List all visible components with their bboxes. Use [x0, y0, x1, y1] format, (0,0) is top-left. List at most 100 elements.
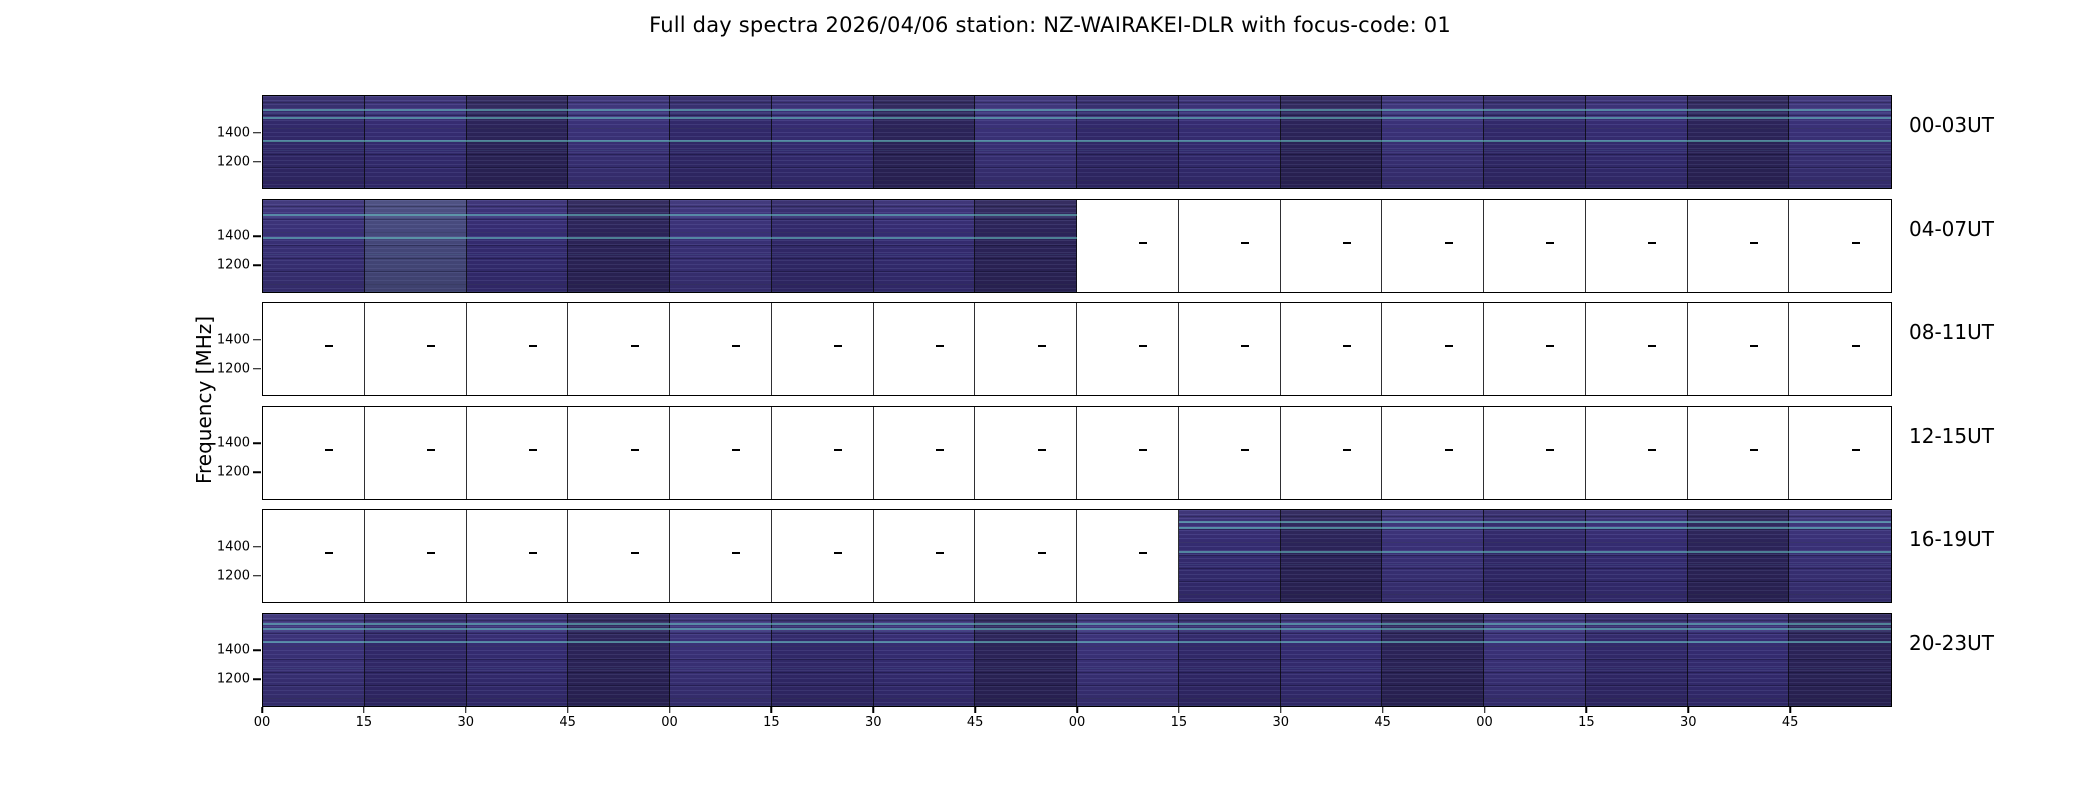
spectrogram-segment: [568, 303, 670, 395]
spectrogram-segment: [1382, 303, 1484, 395]
spectrogram-segment: [1382, 199, 1484, 292]
x-tick-mark: [1585, 706, 1588, 713]
spectrogram-segment: [1484, 510, 1586, 602]
spectrogram-segment: [568, 510, 670, 602]
spectrogram-segment: [1586, 406, 1688, 499]
spectrogram-segment: [771, 199, 874, 292]
x-tick-mark: [1483, 706, 1486, 713]
spectra-panel-20-23ut: 1400 1200 20-23UT: [217, 612, 1994, 707]
spectrogram-segment: [364, 613, 467, 706]
spectrogram-segment: [263, 199, 365, 292]
y-tick-mark: [253, 545, 261, 548]
x-tick-label: 00: [1068, 714, 1086, 730]
spectrogram-segment: [263, 406, 365, 499]
spectrogram-segment: [1179, 406, 1281, 499]
y-tick-label: 1400: [216, 642, 250, 658]
spectrogram-segment: [670, 199, 772, 292]
y-tick-mark: [253, 471, 261, 474]
spectrogram-segment: [771, 96, 874, 188]
segment-tick-mark: [528, 552, 537, 555]
y-tick-mark: [253, 368, 261, 370]
x-tick-mark: [668, 706, 671, 713]
spectrogram-segment: [263, 613, 365, 706]
spectrogram-segment: [1484, 406, 1586, 499]
spectrogram-segment: [1178, 613, 1281, 706]
y-tick-mark: [253, 678, 261, 681]
x-tick-label: 45: [966, 714, 984, 730]
spectrogram-segment: [1280, 96, 1383, 188]
segment-tick-mark: [1037, 448, 1046, 451]
figure-title: Full day spectra 2026/04/06 station: NZ-…: [649, 13, 1451, 37]
segment-tick-mark: [1852, 345, 1861, 348]
segment-tick-mark: [1546, 448, 1555, 451]
spectrogram-segment: [874, 406, 976, 499]
spectrogram-segment: [670, 96, 772, 188]
segment-tick-mark: [1648, 345, 1657, 348]
x-tick-mark: [465, 706, 467, 713]
spectrogram-segment: [1281, 303, 1383, 395]
segment-tick-mark: [935, 345, 944, 348]
segment-tick-mark: [935, 552, 944, 555]
y-tick-label: 1200: [216, 257, 250, 273]
spectrogram-segment: [1586, 199, 1688, 292]
segment-tick-mark: [1444, 448, 1453, 451]
spectrogram-segment: [568, 406, 670, 499]
spectrogram-segment: [670, 406, 772, 499]
x-tick-label: 30: [1679, 714, 1697, 730]
segment-tick-mark: [325, 345, 334, 348]
spectrogram-segment: [975, 303, 1077, 395]
x-tick-label: 15: [1170, 714, 1188, 730]
spectrogram-segment: [670, 510, 772, 602]
row-label-20-23ut: 20-23UT: [1909, 630, 1994, 655]
spectrogram-segment: [1789, 510, 1891, 602]
row-label-12-15ut: 12-15UT: [1909, 423, 1994, 448]
y-tick-label: 1400: [216, 332, 250, 348]
y-tick-label: 1400: [216, 228, 250, 244]
segment-tick-mark: [630, 448, 639, 451]
spectrogram-segment: [1688, 303, 1790, 395]
spectrogram-segment: [1789, 613, 1891, 706]
y-tick-label: 1400: [216, 435, 250, 451]
spectrogram-segment: [1178, 510, 1281, 602]
row-label-00-03ut: 00-03UT: [1909, 113, 1994, 137]
y-tick-mark: [253, 649, 261, 651]
segment-tick-mark: [528, 448, 537, 451]
segment-tick-mark: [1648, 448, 1657, 451]
segment-tick-mark: [1139, 345, 1148, 348]
y-tick-label: 1200: [216, 671, 250, 687]
spectrogram-segment: [568, 199, 670, 292]
spectrogram-segment: [1789, 303, 1891, 395]
segment-tick-mark: [1749, 345, 1758, 348]
spectrogram-segment: [670, 613, 772, 706]
x-tick-label: 30: [457, 714, 475, 730]
segment-tick-mark: [325, 448, 334, 451]
x-tick-mark: [1687, 706, 1689, 713]
segment-tick-mark: [1648, 241, 1657, 244]
segment-tick-mark: [1749, 241, 1758, 244]
spectrogram-segment: [263, 510, 365, 602]
x-tick-label: 15: [355, 714, 373, 730]
segment-tick-mark: [528, 345, 537, 348]
spectrogram-segment: [873, 96, 976, 188]
spectrogram-segment: [1179, 199, 1281, 292]
x-tick-label: 45: [559, 714, 576, 730]
x-tick-mark: [1178, 706, 1180, 713]
y-tick-mark: [253, 442, 261, 444]
segment-tick-mark: [834, 448, 843, 451]
spectrogram-segment: [1077, 96, 1179, 188]
spectrogram-segment: [975, 510, 1077, 602]
spectrogram-segment: [466, 199, 569, 292]
spectrogram-segment: [1687, 613, 1790, 706]
x-tick-label: 00: [1476, 714, 1493, 730]
spectrogram-segment: [364, 199, 467, 292]
spectrogram-segment: [771, 613, 874, 706]
x-tick-label: 00: [253, 714, 271, 730]
spectrogram-segment: [772, 406, 874, 499]
spectrogram-segment: [1687, 510, 1790, 602]
y-tick-mark: [253, 575, 261, 577]
spectrogram-segment: [1484, 96, 1586, 188]
segment-tick-mark: [1342, 448, 1351, 451]
row-label-08-11ut: 08-11UT: [1909, 320, 1994, 344]
segment-tick-mark: [1749, 448, 1758, 451]
spectrogram-segment: [467, 303, 569, 395]
